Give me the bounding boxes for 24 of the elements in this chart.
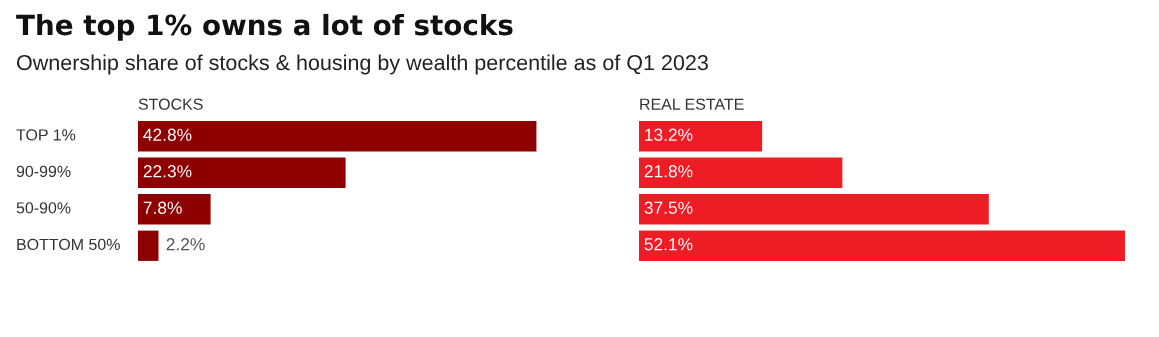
bar [639,194,989,225]
bar [138,194,211,225]
bar [138,121,537,152]
chart-subtitle: Ownership share of stocks & housing by wealth percentile as of Q1 2023 [17,54,708,75]
data-label: 37.5% [644,201,693,214]
data-label: 22.3% [143,165,192,178]
bar [138,157,346,188]
bar [639,157,843,188]
data-label: 21.8% [644,165,693,178]
data-label: 2.2% [166,238,205,251]
bar [138,230,159,261]
data-label: 13.2% [645,128,693,141]
chart-title: The top 1% owns a lot of stocks [16,13,513,41]
y-tick-label: 50-90% [16,202,71,214]
y-tick-label: 90-99% [16,165,71,178]
x-axis-title: REAL ESTATE [640,98,744,110]
data-label: 7.8% [143,201,182,214]
x-axis-title: STOCKS [138,98,203,110]
data-label: 52.1% [644,238,693,251]
y-tick-label: BOTTOM 50% [17,238,120,251]
bar [639,230,1125,261]
y-tick-label: TOP 1% [16,129,76,141]
bar [639,121,763,152]
data-label: 42.8% [143,128,192,141]
